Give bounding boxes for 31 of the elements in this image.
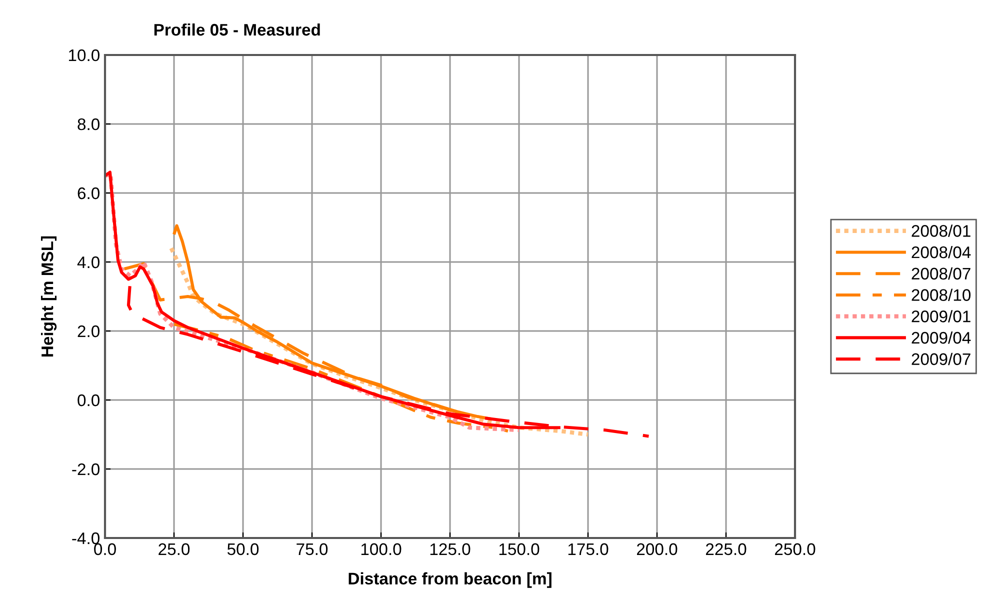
y-tick-label: 0.0: [78, 394, 100, 406]
y-tick-label: 6.0: [78, 187, 100, 200]
x-tick-label: 200.0: [637, 543, 678, 556]
x-axis-title: Distance from beacon [m]: [348, 572, 552, 588]
legend-label: 2008/01: [912, 224, 970, 237]
legend-label: 2008/10: [912, 288, 971, 301]
legend-label: 2009/01: [912, 310, 970, 322]
x-tick-label: 100.0: [361, 543, 402, 556]
legend-label: 2008/04: [912, 246, 971, 258]
y-tick-label: 4.0: [77, 256, 100, 268]
x-tick-label: 250.0: [775, 543, 816, 556]
x-tick-label: 150.0: [499, 543, 540, 556]
chart-title: Profile 05 - Measured: [154, 23, 320, 36]
legend-label: 2009/04: [912, 331, 971, 344]
line-series: [172, 322, 510, 433]
y-tick-label: 10.0: [68, 49, 100, 62]
y-tick-label: -2.0: [72, 463, 100, 476]
x-tick-label: 75.0: [296, 543, 328, 556]
y-axis-title: Height [m MSL]: [40, 236, 57, 356]
y-tick-label: -4.0: [72, 532, 100, 544]
x-tick-label: 175.0: [568, 543, 608, 556]
x-tick-label: 25.0: [158, 543, 190, 556]
legend-label: 2009/07: [912, 352, 970, 366]
legend-label: 2008/07: [912, 267, 970, 280]
y-tick-label: 2.0: [78, 325, 100, 338]
x-tick-label: 125.0: [430, 543, 470, 556]
line-series: [169, 246, 590, 437]
y-tick-label: 8.0: [78, 118, 100, 130]
x-tick-label: 225.0: [706, 543, 746, 556]
x-tick-label: 50.0: [227, 543, 259, 556]
x-tick-label: 0.0: [94, 543, 116, 556]
